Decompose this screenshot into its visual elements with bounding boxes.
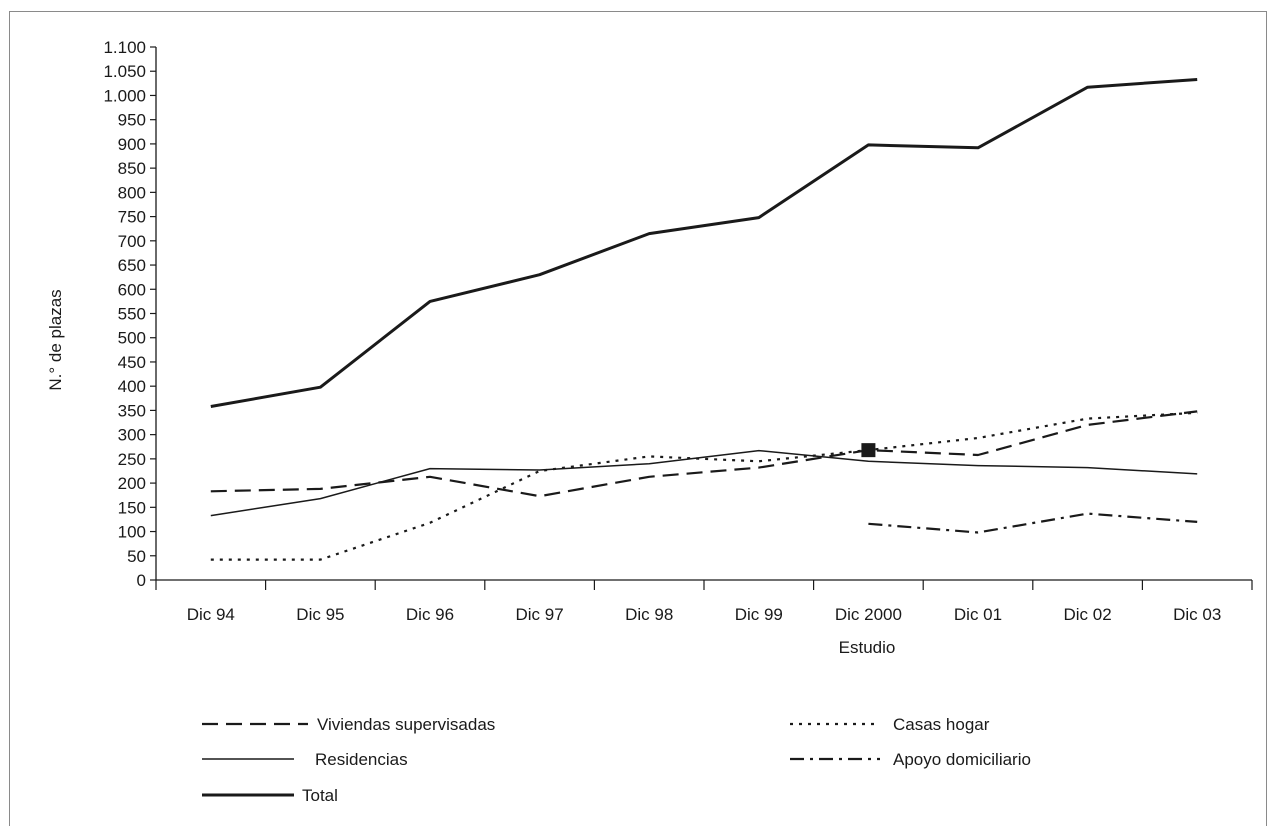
x-tick-label: Dic 2000 bbox=[835, 605, 902, 624]
y-tick-label: 900 bbox=[118, 135, 146, 154]
y-tick-label: 300 bbox=[118, 426, 146, 445]
y-tick-label: 150 bbox=[118, 498, 146, 517]
y-tick-label: 800 bbox=[118, 183, 146, 202]
y-axis: 0 50 100 150 200 250 300 350 400 450 500 550 600 650 7… bbox=[103, 38, 157, 590]
y-tick-label: 750 bbox=[118, 208, 146, 227]
x-tick-label: Dic 99 bbox=[735, 605, 783, 624]
legend-label: Total bbox=[302, 786, 338, 805]
y-tick-label: 250 bbox=[118, 450, 146, 469]
y-tick-label: 950 bbox=[118, 111, 146, 130]
legend-label: Apoyo domiciliario bbox=[893, 750, 1031, 769]
y-tick-label: 450 bbox=[118, 353, 146, 372]
y-tick-label: 0 bbox=[137, 571, 146, 590]
y-tick-label: 100 bbox=[118, 523, 146, 542]
y-tick-label: 200 bbox=[118, 474, 146, 493]
x-axis: Dic 94 Dic 95 Dic 96 Dic 97 Dic 98 Dic 99 Dic … bbox=[155, 579, 1253, 624]
x-axis-label: Estudio bbox=[839, 638, 896, 657]
series-line-viviendas-supervisadas bbox=[210, 410, 1198, 498]
y-tick-label: 350 bbox=[118, 401, 146, 420]
x-tick-label: Dic 94 bbox=[187, 605, 235, 624]
x-tick-label: Dic 95 bbox=[296, 605, 344, 624]
annotation-layer bbox=[861, 443, 876, 458]
y-tick-label: 1.050 bbox=[103, 62, 146, 81]
y-tick-label: 850 bbox=[118, 159, 146, 178]
y-tick-label: 700 bbox=[118, 232, 146, 251]
y-tick-label: 1.000 bbox=[103, 86, 146, 105]
series-line-total bbox=[210, 78, 1198, 408]
series-line-residencias bbox=[210, 449, 1198, 517]
y-tick-label: 500 bbox=[118, 329, 146, 348]
y-tick-label: 650 bbox=[118, 256, 146, 275]
x-tick-label: Dic 97 bbox=[516, 605, 564, 624]
legend-label: Casas hogar bbox=[893, 715, 990, 734]
legend-label: Viviendas supervisadas bbox=[317, 715, 495, 734]
series-line-apoyo-domiciliario bbox=[868, 512, 1198, 534]
square-marker bbox=[861, 443, 876, 458]
y-tick-label: 550 bbox=[118, 305, 146, 324]
x-tick-label: Dic 96 bbox=[406, 605, 454, 624]
legend-label: Residencias bbox=[315, 750, 408, 769]
series-layer bbox=[210, 78, 1198, 561]
x-tick-label: Dic 01 bbox=[954, 605, 1002, 624]
y-tick-label: 1.100 bbox=[103, 38, 146, 57]
x-tick-label: Dic 98 bbox=[625, 605, 673, 624]
x-tick-label: Dic 03 bbox=[1173, 605, 1221, 624]
legend: Viviendas supervisadas Casas hogar Residen… bbox=[202, 715, 1031, 805]
y-axis-label: N.° de plazas bbox=[46, 289, 65, 390]
y-tick-label: 600 bbox=[118, 280, 146, 299]
y-tick-label: 50 bbox=[127, 547, 146, 566]
y-tick-label: 400 bbox=[118, 377, 146, 396]
x-tick-label: Dic 02 bbox=[1064, 605, 1112, 624]
chart-frame bbox=[9, 11, 1267, 826]
